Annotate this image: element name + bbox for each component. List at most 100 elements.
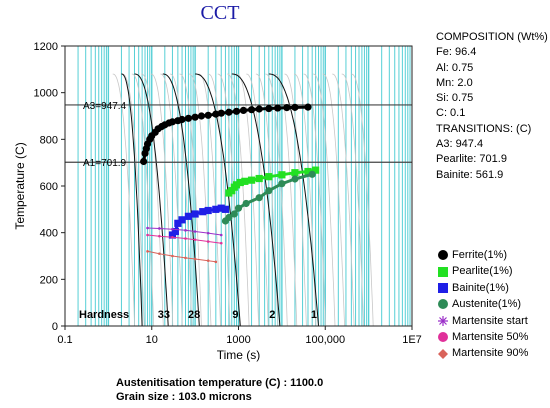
footer: Austenitisation temperature (C) : 1100.0… [116,376,323,404]
data-point [232,107,241,115]
y-tick-label: 1000 [34,88,58,100]
data-point [178,216,186,224]
data-point [219,241,223,245]
y-axis-label: Temperature (C) [13,142,27,229]
transition-item: Pearlite: 701.9 [436,153,507,166]
data-point [171,236,174,239]
composition-item: Al: 0.75 [436,61,474,74]
legend-label: Ferrite(1%) [452,249,508,261]
data-point [291,103,299,111]
background-cooling-curve [332,73,355,327]
data-point [247,106,256,114]
data-point [230,210,238,218]
legend-label: Austenite(1%) [452,298,522,311]
background-cooling-curve [131,73,155,327]
y-tick-label: 0 [52,321,58,333]
transition-item: A3: 947.4 [436,138,484,151]
data-point [146,250,149,253]
data-point [265,173,273,181]
data-point [191,210,199,218]
legend-item: Martensite start [437,313,549,329]
data-point [255,194,263,202]
background-cooling-curve [341,73,364,327]
y-tick-label: 600 [40,181,58,193]
legend-label: Bainite(1%) [452,281,509,294]
transition-item: Bainite: 561.9 [436,168,504,181]
hardness-value: 28 [188,309,200,321]
composition-item: Mn: 2.0 [436,76,473,89]
hardness-value: 1 [311,309,317,321]
data-point [265,104,273,113]
data-point [168,118,177,126]
legend-item: Martensite 90% [437,345,549,361]
data-point [158,227,161,230]
background-cooling-curve [246,73,269,327]
reference-line-label: A1=701.9 [83,158,127,169]
hardness-value: 9 [232,309,238,321]
data-point [283,104,291,112]
data-point [140,157,148,166]
background-cooling-curve [303,73,326,327]
data-point [217,204,225,212]
data-point [171,227,174,231]
composition-item: Fe: 96.4 [436,46,477,59]
data-point [197,112,206,120]
y-tick-label: 800 [40,134,58,146]
data-point [193,230,197,233]
background-cooling-curve [274,73,298,327]
data-point [191,113,199,121]
data-point [184,212,193,220]
data-point [234,204,243,212]
background-cooling-curve [284,73,307,327]
composition-item: C: 0.1 [436,107,466,120]
background-cooling-curve [189,73,212,327]
y-tick-label: 200 [40,274,58,286]
background-cooling-curve [313,73,336,327]
legend-marker [438,250,448,261]
background-cooling-curve [255,73,279,327]
x-tick-label: 100,000 [305,334,345,346]
hardness-label: Hardness [79,309,129,321]
transitions-heading: TRANSITIONS: (C) [436,122,532,135]
data-point [171,254,174,258]
data-point [265,187,273,195]
cooling-curve [121,73,143,327]
legend-label: Martensite 90% [452,347,529,360]
background-cooling-curve [122,73,145,327]
legend-label: Pearlite(1%) [452,265,513,278]
data-point [212,110,220,118]
data-point [146,233,149,237]
data-point [214,260,218,264]
data-point [184,256,187,260]
data-point [174,219,182,227]
data-point [278,180,286,188]
grain-size-text: Grain size : 103.0 microns [116,391,252,403]
legend-marker [438,332,448,343]
data-point [178,115,186,124]
legend-item: Martensite 50% [437,329,549,345]
hardness-value: 2 [269,309,275,321]
data-point [204,206,212,215]
x-tick-label: 0.1 [57,334,72,346]
data-point [225,213,233,222]
x-tick-label: 1E7 [402,334,422,346]
background-cooling-curve [112,73,135,327]
data-point [158,252,161,255]
data-point [171,227,179,236]
legend-label: Martensite start [452,314,528,327]
legend: Ferrite(1%) Pearlite(1%) Bainite(1%) Austen… [437,247,549,362]
data-point [206,240,210,243]
data-point [241,177,249,185]
background-cooling-curve [208,73,231,327]
y-tick-label: 400 [40,228,58,240]
legend-item: Ferrite(1%) [437,247,549,263]
background-cooling-curve [322,73,345,327]
chart-title: CCT [200,2,240,24]
data-point [206,231,210,235]
data-point [291,169,299,177]
x-axis-label: Time (s) [217,348,261,362]
data-point [219,233,223,237]
background-cooling-curve [293,73,317,327]
data-point [146,226,149,230]
